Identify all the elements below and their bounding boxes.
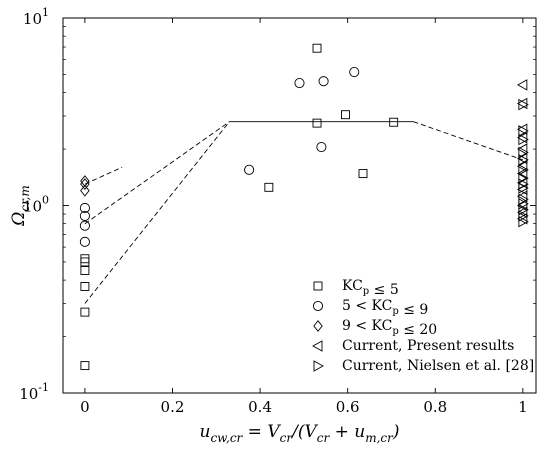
x-tick-label: 0 (80, 398, 90, 416)
series-2 (79, 66, 360, 247)
data-point (518, 146, 529, 159)
data-point (516, 206, 528, 219)
data-point (80, 282, 90, 291)
data-point (79, 236, 90, 247)
trend-line-2 (84, 121, 230, 225)
legend-label: 9 < KCp ≤ 20 (342, 318, 437, 338)
data-point (80, 266, 90, 275)
data-point (80, 307, 90, 317)
data-point (518, 133, 529, 146)
data-point (518, 210, 529, 222)
data-point (518, 178, 529, 190)
series-5 (518, 98, 529, 228)
data-point (312, 118, 322, 128)
data-point (316, 141, 327, 153)
data-point (516, 97, 528, 110)
data-point (79, 220, 90, 231)
reference-lines (84, 121, 524, 304)
axis-labels: ucw,cr = Vcr/(Vcr + um,cr) Ωcr,m (9, 185, 400, 445)
data-point (516, 212, 528, 225)
legend-marker-circle (312, 300, 324, 312)
x-tick-label: 0.4 (248, 398, 272, 416)
x-tick-label: 1 (518, 398, 528, 416)
legend-item: Current, Present results (312, 338, 514, 354)
y-tick-label: 101 (23, 6, 49, 28)
data-point (516, 199, 528, 212)
legend-item: 9 < KCp ≤ 20 (313, 318, 437, 338)
data-point (518, 172, 529, 184)
data-point (80, 257, 90, 267)
trend-line-5 (413, 121, 524, 161)
data-point (516, 79, 528, 91)
data-point (80, 361, 90, 371)
data-point (312, 43, 322, 53)
legend-marker-triangle-left (312, 340, 323, 352)
legend-item: KCp ≤ 5 (313, 278, 399, 298)
x-tick-label: 0.6 (336, 398, 360, 416)
data-point (80, 178, 90, 191)
data-point (80, 254, 90, 264)
data-point (516, 152, 528, 165)
data-point (341, 110, 350, 120)
series-3 (80, 175, 90, 197)
x-tick-label: 0.2 (161, 398, 185, 416)
data-point (516, 167, 528, 180)
data-point (518, 125, 529, 137)
data-point (518, 98, 529, 111)
legend-label: Current, Nielsen et al. [28] (342, 358, 534, 374)
data-point (518, 164, 529, 176)
trend-line-3 (84, 166, 123, 185)
legend-label: KCp ≤ 5 (342, 278, 399, 298)
data-point (518, 203, 529, 216)
data-point (294, 77, 305, 89)
data-point (518, 193, 529, 205)
series-4 (516, 79, 528, 225)
trend-line-1 (84, 121, 230, 304)
data-points (79, 43, 529, 371)
data-point (516, 123, 528, 136)
data-point (349, 66, 360, 78)
legend-item: 5 < KCp ≤ 9 (312, 298, 428, 318)
x-tick-label: 0.8 (423, 398, 447, 416)
data-point (516, 143, 528, 155)
data-point (516, 160, 528, 172)
x-axis-label: ucw,cr = Vcr/(Vcr + um,cr) (199, 422, 399, 445)
legend-marker-square (313, 281, 323, 291)
data-point (318, 76, 329, 87)
plot-frame (62, 17, 537, 394)
y-axis-label: Ωcr,m (9, 185, 32, 226)
data-point (80, 175, 90, 187)
data-point (79, 210, 90, 221)
legend-label: Current, Present results (342, 338, 514, 354)
legend-label: 5 < KCp ≤ 9 (342, 298, 428, 318)
data-point (389, 117, 399, 127)
data-point (516, 190, 528, 203)
data-point (80, 184, 90, 197)
data-point (516, 131, 528, 144)
data-point (79, 202, 90, 214)
series-1 (80, 43, 399, 371)
legend-item: Current, Nielsen et al. [28] (313, 358, 534, 374)
y-tick-label: 10-1 (19, 381, 49, 403)
data-point (518, 154, 529, 166)
legend-marker-diamond (313, 320, 323, 332)
data-point (244, 164, 255, 175)
legend-marker-triangle-right (313, 360, 324, 372)
data-point (518, 215, 529, 228)
data-point (358, 169, 368, 179)
data-point (264, 182, 274, 192)
